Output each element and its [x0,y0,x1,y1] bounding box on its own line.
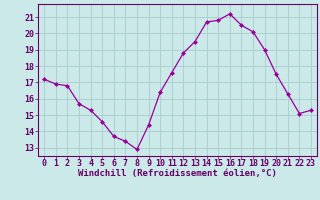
X-axis label: Windchill (Refroidissement éolien,°C): Windchill (Refroidissement éolien,°C) [78,169,277,178]
